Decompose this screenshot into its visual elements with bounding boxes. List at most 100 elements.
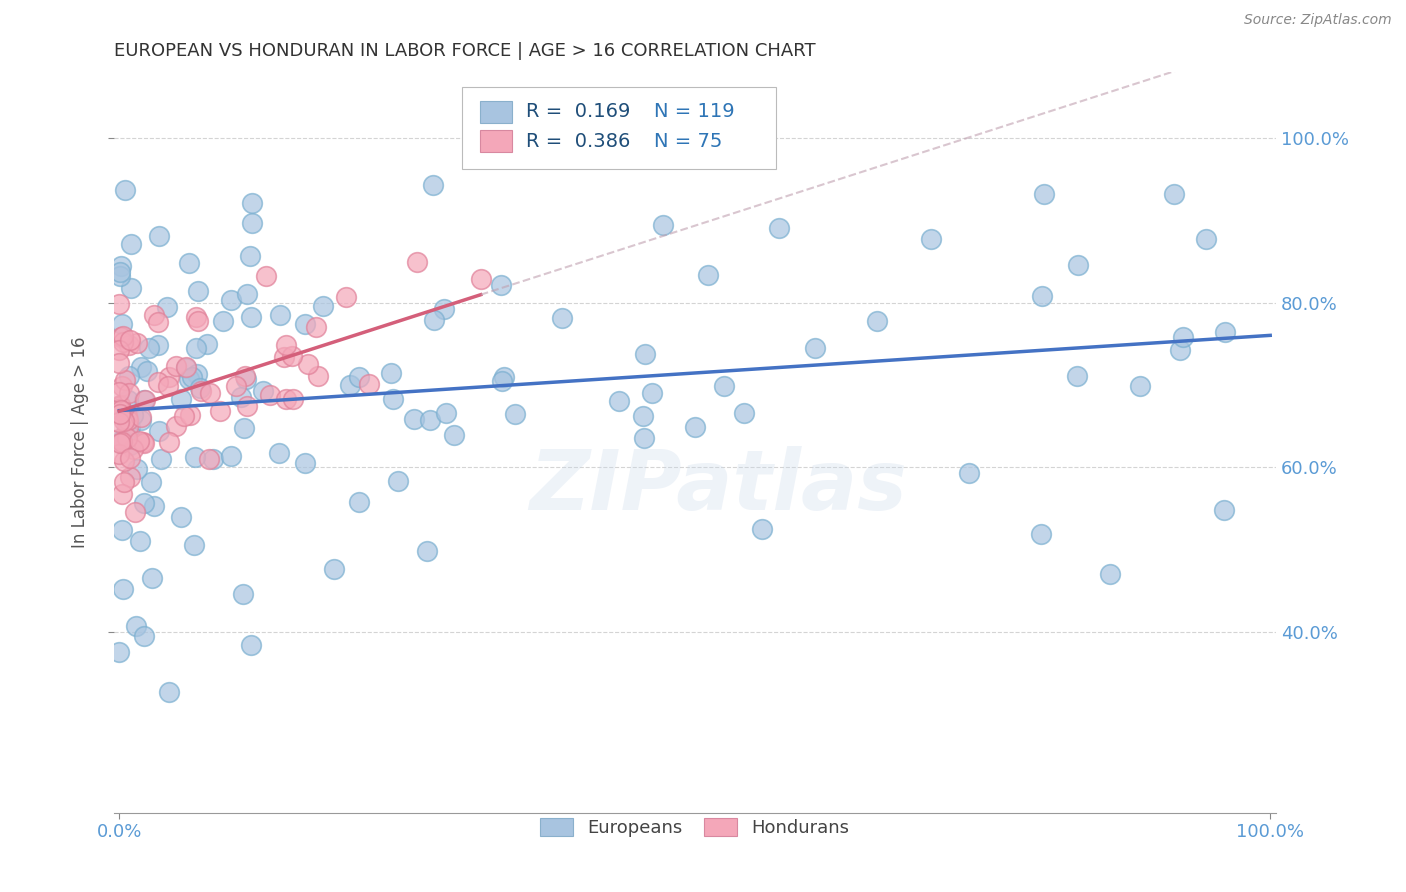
Point	[114, 373, 136, 387]
Point	[108, 399, 131, 413]
Point	[146, 337, 169, 351]
Point	[156, 379, 179, 393]
Point	[148, 424, 170, 438]
Point	[117, 419, 139, 434]
Point	[339, 378, 361, 392]
Point	[108, 398, 131, 412]
Point	[492, 369, 515, 384]
Point	[114, 427, 136, 442]
Point	[239, 249, 262, 263]
Point	[232, 587, 254, 601]
Text: N = 75: N = 75	[654, 132, 723, 151]
Point	[240, 216, 263, 230]
Point	[141, 570, 163, 584]
Point	[159, 369, 181, 384]
Point	[713, 379, 735, 393]
Point	[114, 183, 136, 197]
Point	[1163, 186, 1185, 201]
Point	[108, 447, 131, 461]
Point	[212, 314, 235, 328]
Point	[1067, 258, 1090, 272]
Point	[184, 310, 207, 324]
Point	[920, 232, 942, 246]
Point	[312, 299, 335, 313]
Point	[634, 347, 657, 361]
Point	[111, 334, 134, 349]
Point	[187, 284, 209, 298]
Point	[110, 259, 132, 273]
Point	[134, 392, 156, 407]
Point	[118, 333, 141, 347]
Point	[281, 349, 304, 363]
FancyBboxPatch shape	[479, 130, 512, 153]
Point	[118, 337, 141, 351]
Y-axis label: In Labor Force | Age > 16: In Labor Force | Age > 16	[72, 337, 89, 549]
Point	[335, 290, 357, 304]
Point	[127, 462, 149, 476]
Point	[1170, 343, 1192, 358]
Point	[633, 409, 655, 423]
Point	[443, 428, 465, 442]
Point	[108, 265, 131, 279]
Point	[208, 403, 231, 417]
Point	[551, 311, 574, 326]
Point	[240, 196, 263, 211]
Point	[406, 255, 429, 269]
Point	[347, 495, 370, 509]
FancyBboxPatch shape	[479, 101, 512, 123]
Point	[165, 359, 187, 373]
Point	[118, 369, 141, 384]
Point	[1213, 502, 1236, 516]
Point	[115, 419, 138, 434]
Point	[232, 421, 254, 435]
Point	[115, 409, 138, 424]
Point	[433, 302, 456, 317]
Point	[111, 433, 134, 447]
Point	[866, 314, 889, 328]
Point	[143, 499, 166, 513]
Point	[110, 329, 132, 343]
Point	[134, 393, 156, 408]
Point	[124, 505, 146, 519]
Text: Source: ZipAtlas.com: Source: ZipAtlas.com	[1244, 13, 1392, 28]
FancyBboxPatch shape	[463, 87, 776, 169]
Point	[419, 412, 441, 426]
Point	[1033, 186, 1056, 201]
Point	[803, 341, 825, 355]
Point	[1066, 369, 1088, 384]
Point	[108, 297, 131, 311]
Point	[110, 403, 132, 417]
Point	[491, 374, 513, 388]
Text: ZIPatlas: ZIPatlas	[529, 446, 907, 527]
Point	[274, 392, 297, 407]
Point	[323, 562, 346, 576]
Point	[108, 355, 131, 369]
Point	[112, 582, 135, 597]
Point	[297, 357, 319, 371]
Point	[110, 435, 132, 450]
Point	[382, 392, 405, 407]
Point	[233, 369, 256, 384]
Point	[252, 384, 274, 399]
Point	[283, 392, 305, 406]
Point	[219, 450, 242, 464]
Point	[294, 317, 316, 331]
Point	[118, 450, 141, 465]
Point	[149, 452, 172, 467]
Point	[108, 269, 131, 284]
Point	[235, 399, 257, 413]
Point	[187, 314, 209, 328]
Point	[239, 310, 262, 324]
Point	[609, 394, 631, 409]
Point	[112, 454, 135, 468]
Point	[307, 368, 329, 383]
Point	[236, 287, 259, 301]
Point	[122, 408, 145, 422]
Point	[198, 385, 221, 400]
Text: R =  0.169: R = 0.169	[526, 103, 630, 121]
Point	[184, 341, 207, 355]
Point	[751, 522, 773, 536]
Point	[422, 313, 444, 327]
Point	[183, 538, 205, 552]
Point	[184, 450, 207, 465]
